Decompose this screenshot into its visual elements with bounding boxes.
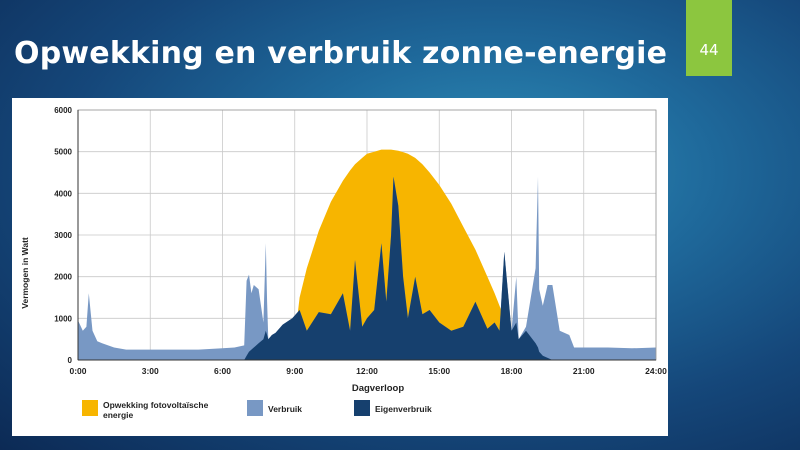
- chart-panel: 0 1000 2000 3000 4000 5000 6000 0:00 3:00 6:00 9:0…: [12, 98, 668, 436]
- chart-ticks: 0 1000 2000 3000 4000 5000 6000 0:00 3:00 6:00 9:0…: [54, 106, 667, 376]
- legend-label-solar: Opwekking fotovoltaïsche: [103, 400, 209, 410]
- x-tick-label: 6:00: [214, 366, 231, 376]
- chart-axes: [77, 109, 657, 361]
- legend-swatch-solar: [82, 400, 98, 416]
- page-number: 44: [699, 41, 719, 59]
- x-tick-label: 12:00: [356, 366, 378, 376]
- x-tick-label: 3:00: [142, 366, 159, 376]
- series-area-opwekking: [78, 149, 656, 360]
- legend-swatch-verbruik: [247, 400, 263, 416]
- y-tick-label: 3000: [54, 231, 72, 240]
- y-tick-label: 2000: [54, 273, 72, 282]
- x-tick-label: 9:00: [286, 366, 303, 376]
- y-tick-label: 1000: [54, 314, 72, 323]
- y-tick-label: 5000: [54, 148, 72, 157]
- chart-legend: Opwekking fotovoltaïsche energie Verbrui…: [82, 400, 432, 420]
- page-number-badge: 44: [686, 0, 732, 76]
- y-tick-label: 6000: [54, 106, 72, 115]
- legend-label-verbruik: Verbruik: [268, 404, 302, 414]
- chart-series-layer: [78, 149, 656, 360]
- series-area-eigenverbruik: [78, 176, 656, 360]
- y-tick-label: 0: [68, 356, 73, 365]
- x-tick-label: 18:00: [501, 366, 523, 376]
- energy-chart: 0 1000 2000 3000 4000 5000 6000 0:00 3:00 6:00 9:0…: [20, 106, 667, 420]
- slide-title: Opwekking en verbruik zonne-energie: [14, 36, 668, 71]
- x-tick-label: 15:00: [428, 366, 450, 376]
- legend-swatch-eigenverbruik: [354, 400, 370, 416]
- x-tick-label: 0:00: [69, 366, 86, 376]
- legend-label-solar-line2: energie: [103, 410, 134, 420]
- x-axis-label: Dagverloop: [352, 383, 404, 394]
- y-axis-label: Vermogen in Watt: [20, 237, 30, 309]
- x-tick-label: 21:00: [573, 366, 595, 376]
- y-tick-label: 4000: [54, 189, 72, 198]
- legend-label-eigenverbruik: Eigenverbruik: [375, 404, 432, 414]
- x-tick-label: 24:00: [645, 366, 667, 376]
